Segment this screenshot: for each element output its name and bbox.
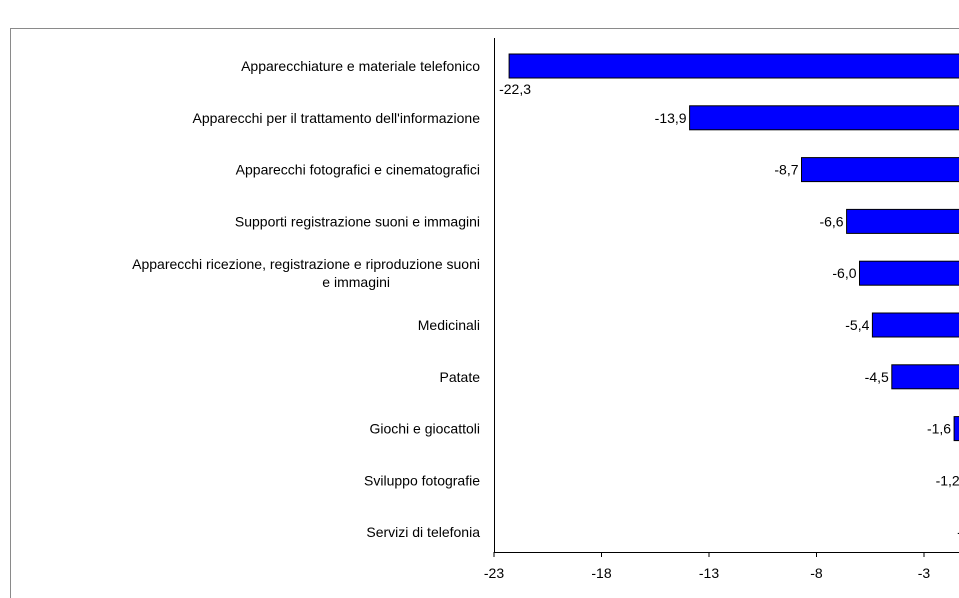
x-tick-label: -23 [484,565,504,581]
bar [801,157,959,183]
data-label: -6,0 [832,265,856,281]
data-label: -22,3 [499,81,531,97]
data-label: -6,6 [819,213,843,229]
chart-frame [10,28,959,598]
category-label: Sviluppo fotografie [364,472,480,488]
bar [871,312,959,338]
x-axis-ticks-group: -23 -18 -13 -8 -3 [484,552,931,581]
category-label-line: e immagini [322,274,390,290]
category-label-line: Apparecchi ricezione, registrazione e ri… [132,256,480,272]
data-labels-group: -22,3 -13,9 -8,7 -6,6 -6,0 -5,4 -4,5 -1,6 -1,2 -0… [499,81,959,540]
bar [859,260,959,286]
category-label-line: Medicinali [418,317,480,333]
data-label: -1,2 [936,472,959,488]
category-label-line: Giochi e giocattoli [369,421,480,437]
category-label-line: Supporti registrazione suoni e immagini [235,213,480,229]
bar [689,105,959,131]
category-label: Patate [440,369,481,385]
category-label: Supporti registrazione suoni e immagini [235,213,480,229]
data-label: -4,5 [865,369,889,385]
x-tick-label: -13 [699,565,719,581]
category-label: Apparecchi per il trattamento dell'infor… [193,110,481,126]
category-label-line: Sviluppo fotografie [364,472,480,488]
category-labels-group: Apparecchiature e materiale telefonico Ap… [132,58,480,540]
category-label-line: Apparecchi per il trattamento dell'infor… [193,110,481,126]
bar [953,416,959,442]
data-label: -8,7 [774,162,798,178]
category-label: Servizi di telefonia [366,524,480,540]
category-label: Apparecchi ricezione, registrazione e ri… [132,256,480,290]
bar [846,208,959,234]
x-tick-label: -18 [591,565,611,581]
category-label: Apparecchiature e materiale telefonico [241,58,480,74]
category-label-line: Apparecchiature e materiale telefonico [241,58,480,74]
x-tick-label: -3 [918,565,931,581]
category-label-line: Apparecchi fotografici e cinematografici [236,162,480,178]
category-label-line: Servizi di telefonia [366,524,480,540]
data-label: -1,6 [927,421,951,437]
data-label: -0,2 [957,524,959,540]
bar [891,364,959,390]
category-label: Apparecchi fotografici e cinematografici [236,162,480,178]
category-label: Medicinali [418,317,480,333]
category-label: Giochi e giocattoli [369,421,480,437]
x-tick-label: -8 [810,565,823,581]
data-label: -13,9 [655,110,687,126]
bars-group [508,53,959,442]
bar [508,53,959,79]
data-label: -5,4 [845,317,869,333]
category-label-line: Patate [440,369,481,385]
